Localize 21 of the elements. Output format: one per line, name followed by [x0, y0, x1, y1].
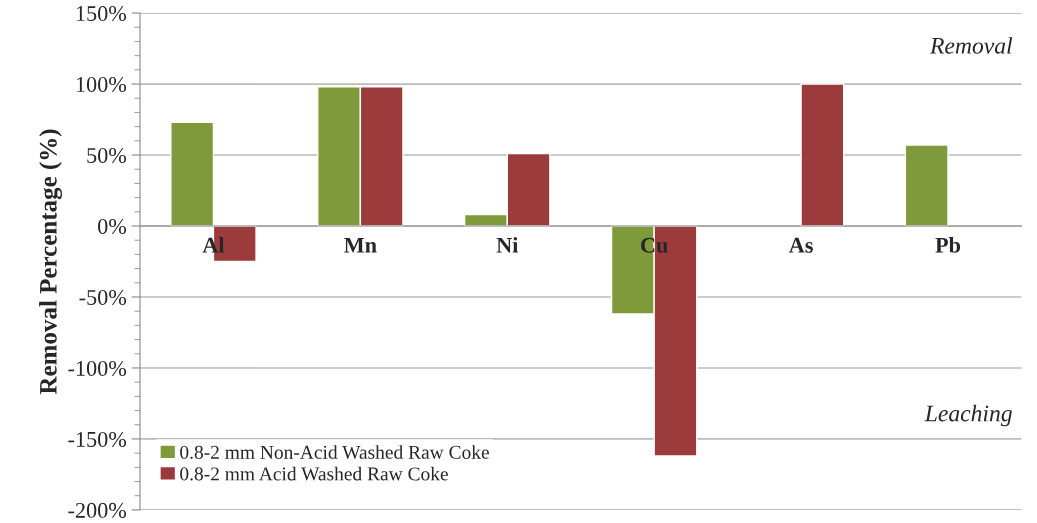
- y-axis-title: Removal Percentage (%): [39, 129, 62, 395]
- legend-label: 0.8-2 mm Acid Washed Raw Coke: [180, 466, 448, 481]
- bar: [904, 144, 949, 227]
- x-tick-label: Ni: [496, 237, 519, 253]
- bar: [800, 83, 845, 227]
- y-tick-label: 150%: [76, 6, 127, 22]
- y-tick-label: -150%: [68, 431, 127, 447]
- legend-label: 0.8-2 mm Non-Acid Washed Raw Coke: [180, 445, 489, 459]
- y-tick-label: 100%: [76, 76, 127, 93]
- bar: [170, 121, 215, 227]
- y-tick-label: -200%: [68, 502, 127, 518]
- y-tick-label: -100%: [68, 360, 127, 376]
- annotation: Removal: [929, 37, 1013, 54]
- y-tick-label: 0%: [98, 218, 127, 235]
- x-tick-label: As: [788, 237, 813, 253]
- x-tick-label: Pb: [935, 237, 961, 253]
- y-tick-label: 50%: [87, 147, 127, 164]
- x-tick-label: Mn: [344, 237, 377, 253]
- x-tick-label: Cu: [641, 237, 668, 253]
- annotation: Leaching: [924, 404, 1012, 427]
- y-tick-label: -50%: [79, 289, 127, 305]
